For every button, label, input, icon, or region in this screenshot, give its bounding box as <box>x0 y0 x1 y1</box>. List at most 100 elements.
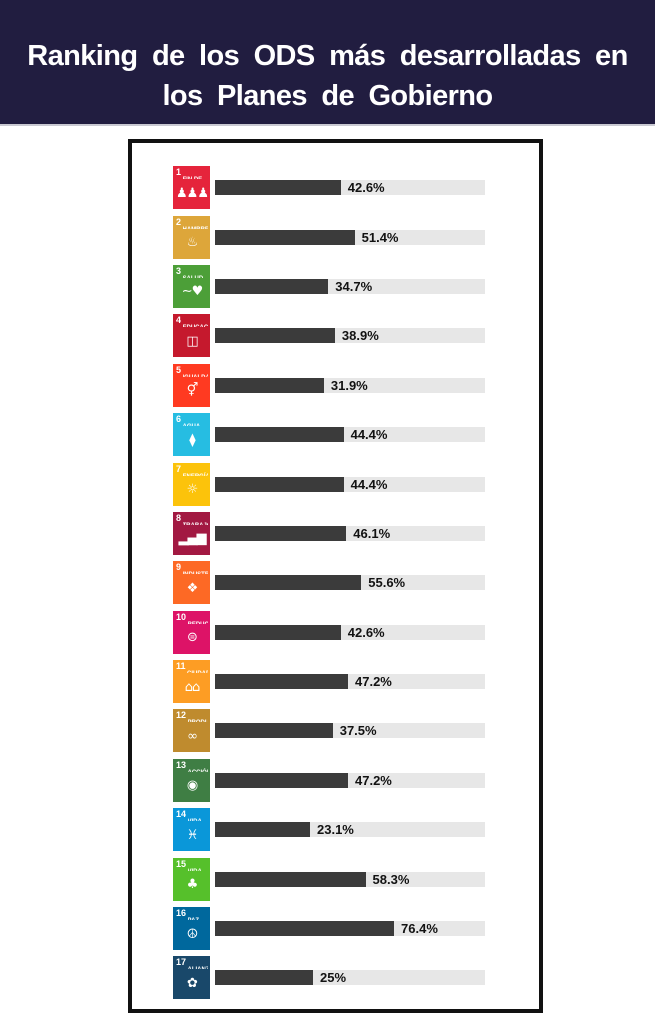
value-label: 47.2% <box>355 772 392 788</box>
bar-area: 51.4% <box>215 229 485 245</box>
bar-area: 23.1% <box>215 822 485 838</box>
value-label: 34.7% <box>335 278 373 294</box>
bar-track: 31.9% <box>215 377 485 393</box>
bar-area: 37.5% <box>215 723 485 739</box>
sdg-bar-chart: 1FIN DE LA POBREZA ♟♟♟ 42.6% 2HAMBRE CERO ♨ 5… <box>173 163 539 1003</box>
bar-area: 42.6% <box>215 180 485 196</box>
people-icon: ♟♟♟ <box>176 185 209 201</box>
value-label: 51.4% <box>361 229 399 245</box>
bar-area: 25% <box>215 970 485 986</box>
bar-fill <box>215 723 333 739</box>
sdg-row-5: 5IGUALDAD DE GÉNERO ⚥ 31.9% <box>173 361 539 410</box>
goal-title: PRODUCCIÓN Y CONSUMO RESPONSABLES <box>188 720 208 722</box>
bar-fill <box>215 278 329 294</box>
goal-number: 15 <box>176 859 187 869</box>
bar-area: 46.1% <box>215 525 485 541</box>
sdg-row-8: 8TRABAJO DECENTE Y CRECIMIENTO ECONÓMICO… <box>173 509 539 558</box>
sdg-5-tile: 5IGUALDAD DE GÉNERO ⚥ <box>173 363 210 407</box>
bar-fill <box>215 674 348 690</box>
bar-area: 47.2% <box>215 772 485 788</box>
growth-chart-icon: ▂▄▆ <box>178 531 207 547</box>
sdg-tile-header: 7ENERGÍA ASEQUIBLE Y NO CONTAMINANTE <box>176 465 208 476</box>
sdg-16-tile: 16PAZ, JUSTICIA E INSTITUCIONES SÓLIDAS ☮ <box>173 907 210 951</box>
value-label: 58.3% <box>372 871 410 887</box>
bar-track: 37.5% <box>215 723 485 739</box>
goal-number: 8 <box>176 513 182 523</box>
sdg-9-tile: 9INDUSTRIA, INNOVACIÓN E INFRAESTRUCTURA… <box>173 561 210 605</box>
value-label: 44.4% <box>350 427 388 443</box>
bar-fill <box>215 476 344 492</box>
bar-track: 23.1% <box>215 822 485 838</box>
goal-title: HAMBRE CERO <box>183 227 208 229</box>
bar-area: 42.6% <box>215 624 485 640</box>
city-icon: ⌂⌂ <box>184 679 201 695</box>
goal-title-clip: VIDA DE ECOSISTEMAS TERRESTRES <box>188 860 208 871</box>
goal-title-clip: VIDA SUBMARINA <box>188 810 208 821</box>
goal-title: IGUALDAD DE GÉNERO <box>183 375 208 377</box>
goal-title-clip: PRODUCCIÓN Y CONSUMO RESPONSABLES <box>188 711 208 722</box>
bar-fill <box>215 871 366 887</box>
sdg-7-tile: 7ENERGÍA ASEQUIBLE Y NO CONTAMINANTE ☼ <box>173 462 210 506</box>
bar-track: 58.3% <box>215 871 485 887</box>
value-label: 38.9% <box>341 328 379 344</box>
goal-title-clip: TRABAJO DECENTE Y CRECIMIENTO ECONÓMICO <box>183 514 208 525</box>
goal-number: 17 <box>176 958 187 968</box>
goal-title-clip: SALUD Y BIENESTAR <box>183 267 208 278</box>
bar-track: 25% <box>215 970 485 986</box>
infinity-icon: ∞ <box>187 728 198 744</box>
value-label: 42.6% <box>347 180 385 196</box>
goal-title: EDUCACIÓN DE CALIDAD <box>183 325 208 327</box>
goal-title: ENERGÍA ASEQUIBLE Y NO CONTAMINANTE <box>183 474 208 476</box>
goal-number: 5 <box>176 365 182 375</box>
sdg-6-tile: 6AGUA LIMPIA Y SANEAMIENTO ⧫ <box>173 413 210 457</box>
eye-icon: ◉ <box>186 778 198 794</box>
bar-fill <box>215 772 348 788</box>
goal-number: 10 <box>176 612 187 622</box>
goal-title: TRABAJO DECENTE Y CRECIMIENTO ECONÓMICO <box>183 523 208 525</box>
bar-fill <box>215 822 310 838</box>
value-label: 25% <box>320 970 347 986</box>
sdg-tile-header: 10REDUCCIÓN DE LAS DESIGUALDADES <box>176 613 208 624</box>
bar-area: 38.9% <box>215 328 485 344</box>
bar-track: 46.1% <box>215 525 485 541</box>
goal-number: 11 <box>176 662 186 672</box>
sdg-tile-header: 5IGUALDAD DE GÉNERO <box>176 366 208 377</box>
bar-area: 44.4% <box>215 476 485 492</box>
sdg-row-15: 15VIDA DE ECOSISTEMAS TERRESTRES ♣ 58.3% <box>173 854 539 903</box>
water-drop-icon: ⧫ <box>189 432 195 448</box>
sdg-13-tile: 13ACCIÓN POR EL CLIMA ◉ <box>173 758 210 802</box>
value-label: 47.2% <box>355 674 392 690</box>
sdg-row-3: 3SALUD Y BIENESTAR ∼♥ 34.7% <box>173 262 539 311</box>
bowl-icon: ♨ <box>186 235 199 251</box>
sdg-row-16: 16PAZ, JUSTICIA E INSTITUCIONES SÓLIDAS ☮… <box>173 904 539 953</box>
sdg-tile-header: 12PRODUCCIÓN Y CONSUMO RESPONSABLES <box>176 711 208 722</box>
bar-fill <box>215 427 344 443</box>
page-title-line1: Ranking de los ODS más desarrolladas en <box>27 40 628 72</box>
sun-icon: ☼ <box>186 482 199 498</box>
bar-fill <box>215 229 355 245</box>
goal-number: 12 <box>176 711 187 721</box>
sdg-row-14: 14VIDA SUBMARINA ♓ 23.1% <box>173 805 539 854</box>
goal-title: AGUA LIMPIA Y SANEAMIENTO <box>183 424 208 426</box>
bar-fill <box>215 970 313 986</box>
goal-number: 13 <box>176 760 187 770</box>
sdg-tile-header: 17ALIANZAS PARA LOGRAR LOS OBJETIVOS <box>176 958 208 969</box>
sdg-row-7: 7ENERGÍA ASEQUIBLE Y NO CONTAMINANTE ☼ 44.… <box>173 459 539 508</box>
goal-title: CIUDADES Y COMUNIDADES SOSTENIBLES <box>187 671 208 673</box>
building-blocks-icon: ❖ <box>186 580 199 596</box>
sdg-tile-header: 9INDUSTRIA, INNOVACIÓN E INFRAESTRUCTURA <box>176 563 208 574</box>
sdg-row-11: 11CIUDADES Y COMUNIDADES SOSTENIBLES ⌂⌂ 47… <box>173 657 539 706</box>
rings-icon: ✿ <box>187 975 198 991</box>
sdg-tile-header: 1FIN DE LA POBREZA <box>176 168 208 179</box>
bar-area: 76.4% <box>215 921 485 937</box>
bar-track: 47.2% <box>215 674 485 690</box>
goal-number: 4 <box>176 316 182 326</box>
sdg-1-tile: 1FIN DE LA POBREZA ♟♟♟ <box>173 166 210 210</box>
dove-icon: ☮ <box>186 926 199 942</box>
sdg-tile-header: 11CIUDADES Y COMUNIDADES SOSTENIBLES <box>176 662 208 673</box>
value-label: 31.9% <box>330 377 368 393</box>
sdg-tile-header: 2HAMBRE CERO <box>176 218 208 229</box>
bar-fill <box>215 624 341 640</box>
bar-fill <box>215 377 324 393</box>
value-label: 44.4% <box>350 476 388 492</box>
